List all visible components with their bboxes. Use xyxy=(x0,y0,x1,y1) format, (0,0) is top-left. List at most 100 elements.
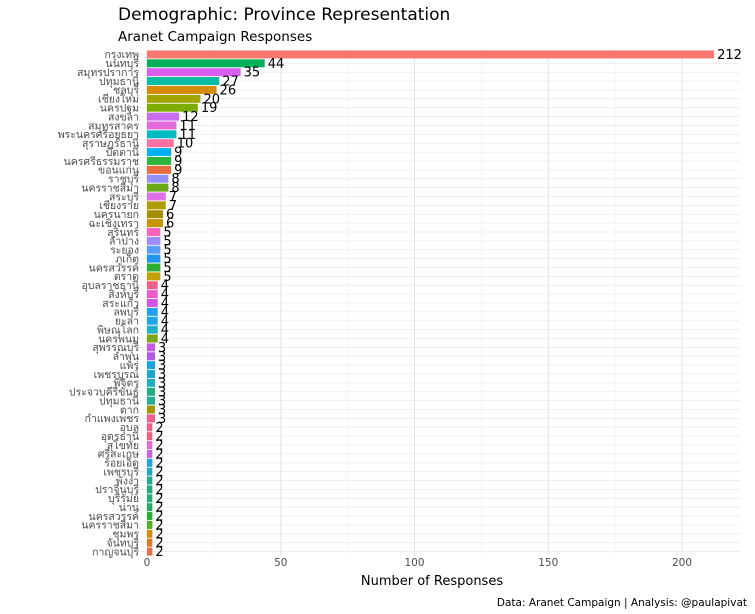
bar xyxy=(147,396,156,405)
category-label: ร้อยเอ็ด xyxy=(104,456,139,470)
category-label: เพชรบุรี xyxy=(103,465,139,478)
value-label: 5 xyxy=(163,225,171,240)
category-label: บุรีรัมย์ xyxy=(108,492,139,505)
bar xyxy=(147,183,169,192)
value-label: 44 xyxy=(268,57,285,72)
category-label: จันทบุรี xyxy=(106,536,139,549)
bar xyxy=(147,370,156,379)
bar xyxy=(147,94,201,103)
bar xyxy=(147,201,166,210)
category-label: นครศรีธรรมราช xyxy=(64,155,139,168)
value-label: 4 xyxy=(161,323,169,338)
value-label: 5 xyxy=(163,270,171,285)
value-label: 3 xyxy=(158,385,166,400)
bar xyxy=(147,529,153,538)
category-label: นนทบุรี xyxy=(105,57,139,70)
value-label: 4 xyxy=(161,288,169,303)
value-label: 2 xyxy=(155,492,163,507)
value-label: 9 xyxy=(174,154,182,169)
bar xyxy=(147,432,153,441)
category-label: กาญจนบุรี xyxy=(92,545,139,558)
bar xyxy=(147,352,156,361)
category-label: พังงา xyxy=(116,475,139,487)
value-label: 3 xyxy=(158,376,166,391)
bar xyxy=(147,156,172,165)
value-label: 2 xyxy=(155,439,163,454)
value-label: 2 xyxy=(155,456,163,471)
category-label: นครพนม xyxy=(98,333,139,345)
value-label: 19 xyxy=(201,101,218,116)
bar xyxy=(147,449,153,458)
value-label: 3 xyxy=(158,359,166,374)
value-label: 8 xyxy=(171,172,179,187)
grid xyxy=(137,50,740,556)
value-label: 35 xyxy=(244,66,261,81)
value-label: 3 xyxy=(158,403,166,418)
value-label: 4 xyxy=(161,297,169,312)
chart-subtitle: Aranet Campaign Responses xyxy=(118,29,313,45)
category-label: สุรินทร์ xyxy=(107,226,139,239)
bar xyxy=(147,68,241,77)
value-label: 2 xyxy=(155,483,163,498)
value-label: 5 xyxy=(163,234,171,249)
bar xyxy=(147,512,153,521)
category-label: ปัตตานี xyxy=(106,146,139,159)
category-label: ตราด xyxy=(114,271,139,283)
bar xyxy=(147,77,220,86)
x-tick-label: 0 xyxy=(144,557,151,569)
bar xyxy=(147,85,217,94)
bar xyxy=(147,467,153,476)
bar xyxy=(147,245,161,254)
value-label: 5 xyxy=(163,243,171,258)
category-label: พิจิตร xyxy=(113,378,139,390)
category-label: ขอนแก่น xyxy=(98,165,139,177)
bar xyxy=(147,139,174,148)
bar xyxy=(147,121,177,130)
category-label: สระบุรี xyxy=(109,190,139,203)
bar xyxy=(147,210,164,219)
value-label: 2 xyxy=(155,465,163,480)
value-label: 11 xyxy=(179,119,196,134)
value-label: 20 xyxy=(204,92,221,107)
category-label: นครราชสีมา xyxy=(81,181,139,194)
category-label: สมุทรปราการ xyxy=(77,67,139,79)
chart-caption: Data: Aranet Campaign | Analysis: @paula… xyxy=(496,597,747,609)
bar xyxy=(147,272,161,281)
bar xyxy=(147,316,158,325)
category-label: สงขลา xyxy=(108,111,139,123)
bar xyxy=(147,59,265,68)
bars xyxy=(147,50,715,556)
value-label: 3 xyxy=(158,412,166,427)
value-label: 9 xyxy=(174,163,182,178)
value-label: 4 xyxy=(161,314,169,329)
category-label: ลำพูน xyxy=(113,351,139,363)
bar xyxy=(147,174,169,183)
category-label: นครราชสีมา xyxy=(81,519,139,532)
category-label: ปราจีนบุรี xyxy=(95,483,139,496)
bar xyxy=(147,538,153,547)
bar xyxy=(147,334,158,343)
category-label: พระนครศรีอยุธยา xyxy=(58,128,139,141)
category-label: สมุทรสาคร xyxy=(88,120,139,132)
value-label: 2 xyxy=(155,510,163,525)
value-label: 11 xyxy=(179,128,196,143)
category-label: กำแพงเพชร xyxy=(85,413,140,425)
category-label: ปทุมธานี xyxy=(99,75,139,88)
value-label: 7 xyxy=(169,190,177,205)
category-label: ลพบุรี xyxy=(113,306,139,319)
bar xyxy=(147,290,158,299)
value-label: 12 xyxy=(182,110,199,125)
category-label: ลำปาง xyxy=(109,236,139,248)
category-label: ศรีสะเกษ xyxy=(98,448,139,461)
bar xyxy=(147,414,156,423)
x-tick-label: 150 xyxy=(538,557,558,569)
bar xyxy=(147,192,166,201)
bar xyxy=(147,361,156,370)
bar xyxy=(147,378,156,387)
bar xyxy=(147,299,158,307)
value-label: 10 xyxy=(177,137,194,152)
category-label: เชียงราย xyxy=(99,199,139,212)
bar xyxy=(147,112,180,121)
bar xyxy=(147,219,164,228)
